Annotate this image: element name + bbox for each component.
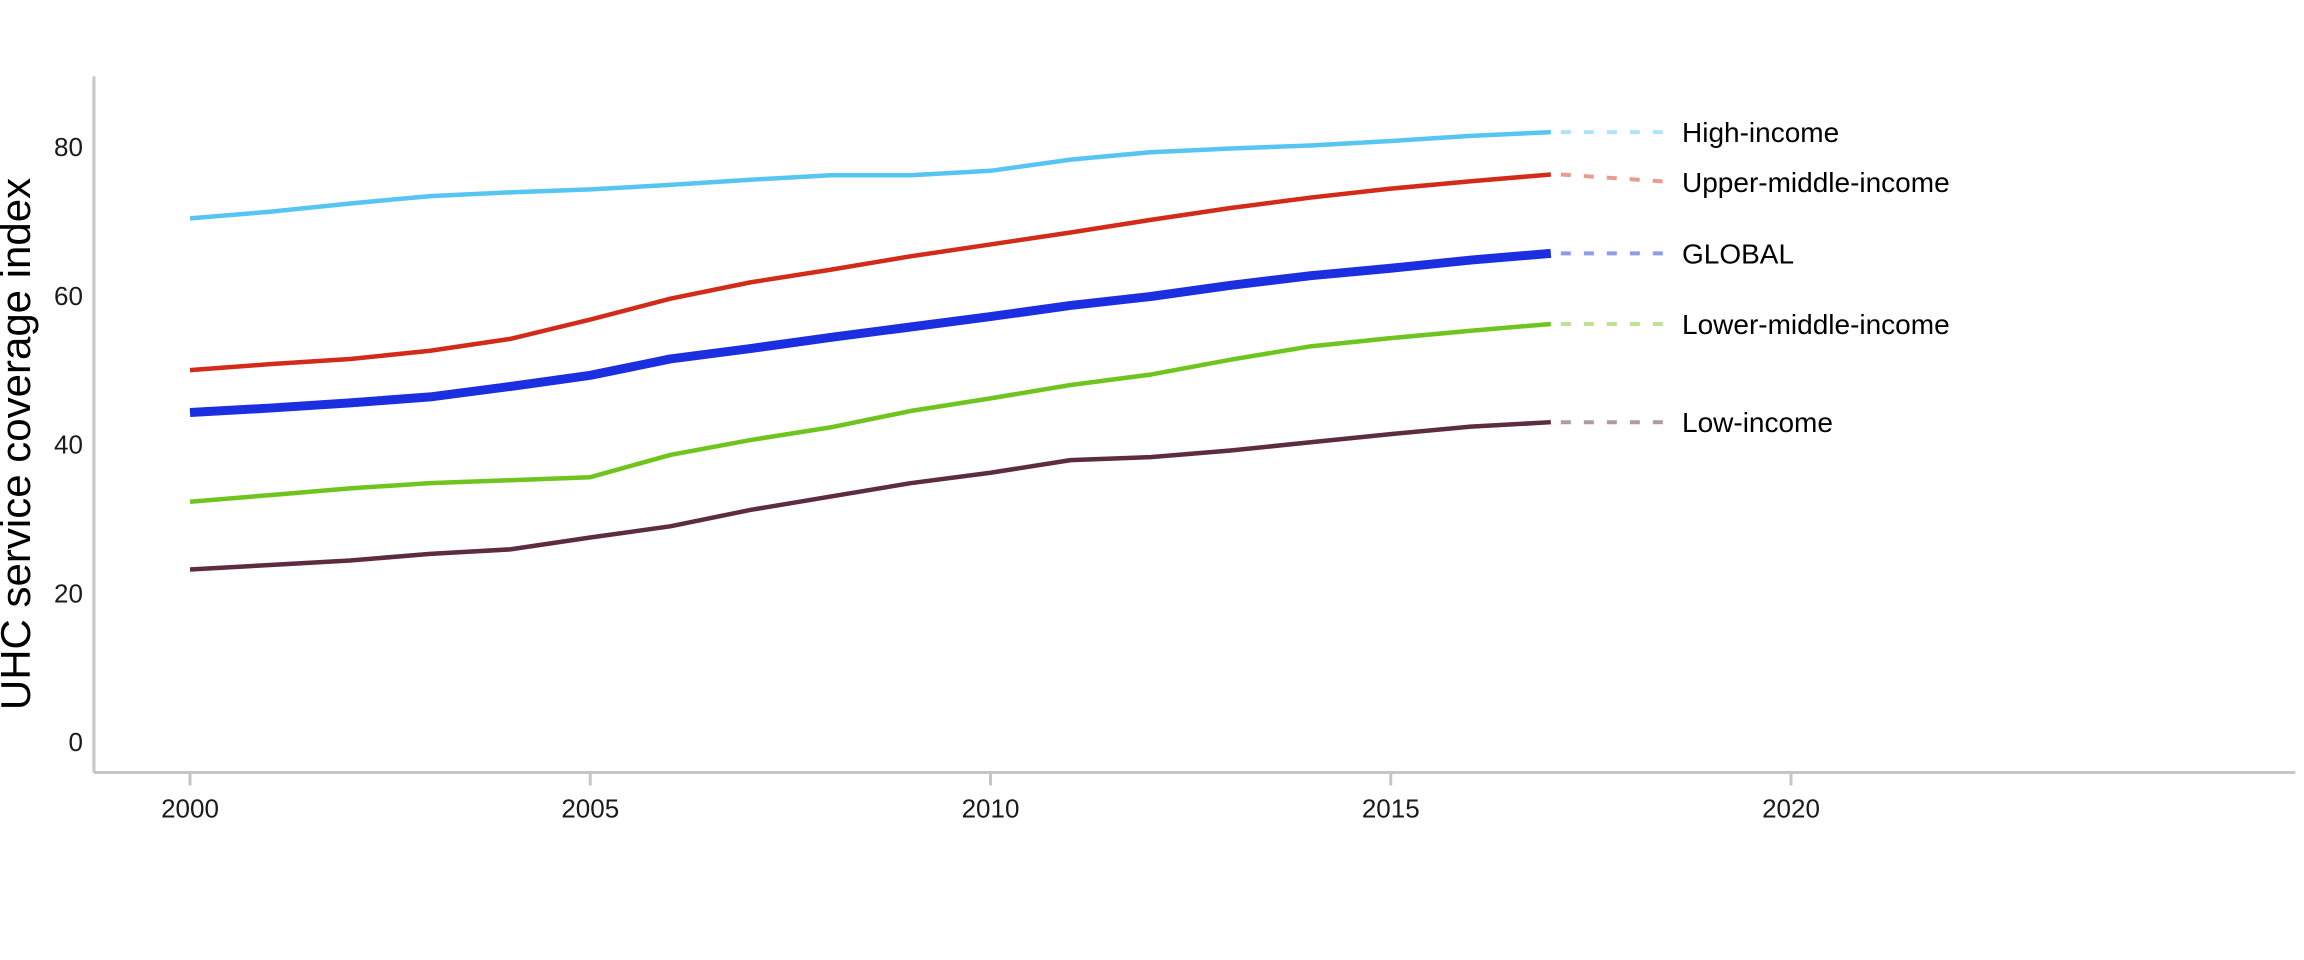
- series-label-global: GLOBAL: [1682, 238, 1794, 269]
- x-tick-label-2015: 2015: [1362, 793, 1420, 823]
- x-tick-label-2020: 2020: [1762, 793, 1820, 823]
- x-tick-label-2010: 2010: [962, 793, 1020, 823]
- labels-group: High-income Upper-middle-income GLOBAL Lowe…: [1560, 117, 1950, 438]
- y-tick-label-0: 0: [68, 727, 82, 757]
- x-tick-label-2000: 2000: [161, 793, 219, 823]
- axes-group: 2000 2005 2010 2015 2020 0 20 40 60 80: [54, 76, 2296, 823]
- x-tick-label-2005: 2005: [561, 793, 619, 823]
- series-line-lower-middle-income: [189, 321, 1552, 505]
- series-label-lower-middle-income: Lower-middle-income: [1682, 309, 1950, 340]
- y-tick-label-60: 60: [54, 281, 83, 311]
- y-tick-label-80: 80: [54, 132, 83, 162]
- series-label-upper-middle-income: Upper-middle-income: [1682, 167, 1950, 198]
- leader-line-upper-middle-income: [1560, 172, 1675, 185]
- series-label-high-income: High-income: [1682, 117, 1839, 148]
- y-tick-label-40: 40: [54, 430, 83, 460]
- y-axis-title: UHC service coverage index: [0, 178, 39, 710]
- series-line-high-income: [189, 129, 1551, 221]
- y-tick-label-20: 20: [54, 578, 83, 608]
- series-line-upper-middle-income: [189, 172, 1552, 373]
- series-group: [189, 129, 1552, 572]
- series-label-low-income: Low-income: [1682, 407, 1833, 438]
- series-line-global: [189, 248, 1552, 418]
- series-line-low-income: [189, 419, 1551, 572]
